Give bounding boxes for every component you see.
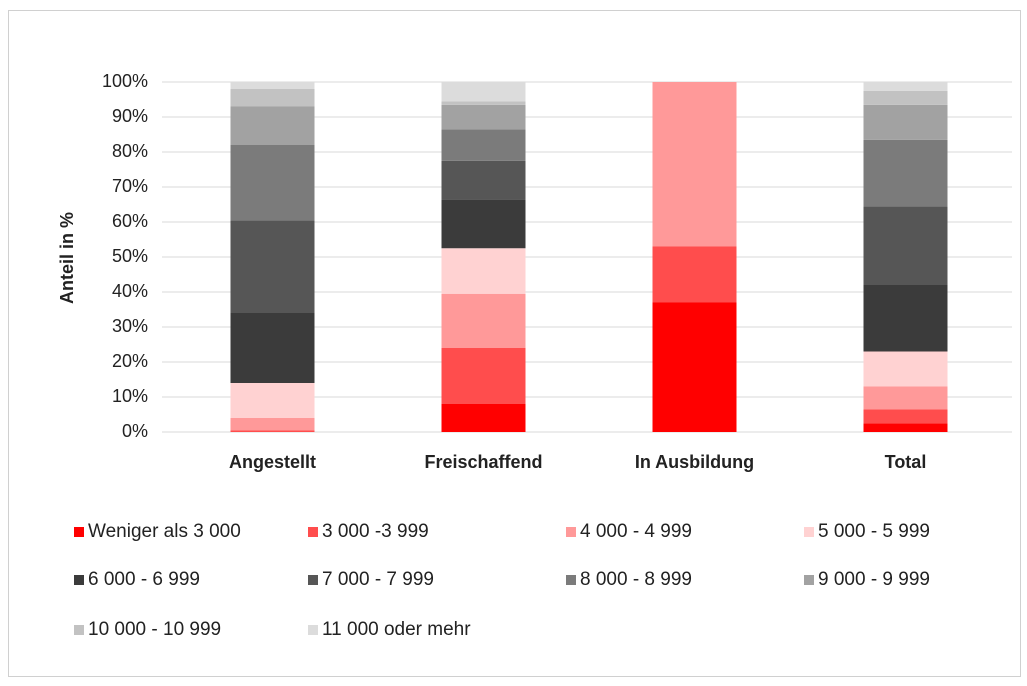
- y-axis-label: Anteil in %: [57, 212, 77, 304]
- bar-segment: [652, 302, 737, 432]
- bar-segment: [230, 220, 315, 313]
- x-tick-label: Angestellt: [229, 452, 316, 472]
- x-tick-label: In Ausbildung: [635, 452, 754, 472]
- bar-segment: [230, 82, 315, 89]
- x-tick-label: Freischaffend: [424, 452, 542, 472]
- bar-segment: [441, 248, 526, 294]
- y-tick-label: 40%: [112, 281, 148, 301]
- y-tick-label: 50%: [112, 246, 148, 266]
- y-tick-label: 0%: [122, 421, 148, 441]
- y-tick-label: 70%: [112, 176, 148, 196]
- y-tick-label: 90%: [112, 106, 148, 126]
- legend-swatch: [308, 527, 318, 537]
- legend-label: 6 000 - 6 999: [88, 569, 200, 590]
- legend-label: Weniger als 3 000: [88, 521, 241, 542]
- bar-segment: [441, 348, 526, 404]
- bar-segment: [863, 90, 948, 105]
- legend-swatch: [804, 527, 814, 537]
- bar-segment: [441, 199, 526, 249]
- bar-segment: [863, 82, 948, 91]
- bar-segment: [863, 104, 948, 140]
- legend-label: 4 000 - 4 999: [580, 521, 692, 542]
- y-tick-label: 60%: [112, 211, 148, 231]
- bar-segment: [863, 409, 948, 424]
- bar-segment: [441, 293, 526, 348]
- bar-segment: [863, 139, 948, 207]
- legend-label: 8 000 - 8 999: [580, 569, 692, 590]
- bar-segment: [230, 145, 315, 221]
- x-tick-label: Total: [885, 452, 927, 472]
- legend-swatch: [74, 625, 84, 635]
- legend-label: 11 000 oder mehr: [322, 619, 471, 640]
- y-tick-label: 30%: [112, 316, 148, 336]
- legend-swatch: [74, 575, 84, 585]
- bar-segment: [441, 82, 526, 102]
- bar-segment: [441, 101, 526, 105]
- legend-swatch: [566, 575, 576, 585]
- legend-swatch: [74, 527, 84, 537]
- bar-segment: [441, 129, 526, 161]
- legend-label: 9 000 - 9 999: [818, 569, 930, 590]
- bar-segment: [652, 82, 737, 247]
- bar-segment: [441, 104, 526, 130]
- legend-label: 7 000 - 7 999: [322, 569, 434, 590]
- bar-segment: [230, 430, 315, 432]
- bar-segment: [230, 418, 315, 431]
- y-tick-label: 10%: [112, 386, 148, 406]
- bar-segment: [863, 206, 948, 285]
- bar-segment: [863, 423, 948, 432]
- bar-segment: [441, 160, 526, 200]
- bar-segment: [863, 285, 948, 352]
- bar-segment: [863, 386, 948, 410]
- y-tick-label: 80%: [112, 141, 148, 161]
- y-tick-label: 20%: [112, 351, 148, 371]
- legend-label: 10 000 - 10 999: [88, 619, 221, 640]
- bar-segment: [441, 404, 526, 432]
- legend-label: 3 000 -3 999: [322, 521, 429, 542]
- bar-segment: [230, 89, 315, 107]
- bar-segment: [230, 106, 315, 145]
- legend-swatch: [804, 575, 814, 585]
- y-tick-label: 100%: [102, 71, 148, 91]
- bar-segment: [863, 351, 948, 387]
- legend-swatch: [566, 527, 576, 537]
- bar-segment: [230, 383, 315, 418]
- legend-swatch: [308, 625, 318, 635]
- legend-swatch: [308, 575, 318, 585]
- bar-segment: [652, 246, 737, 303]
- bar-segment: [230, 313, 315, 383]
- legend-label: 5 000 - 5 999: [818, 521, 930, 542]
